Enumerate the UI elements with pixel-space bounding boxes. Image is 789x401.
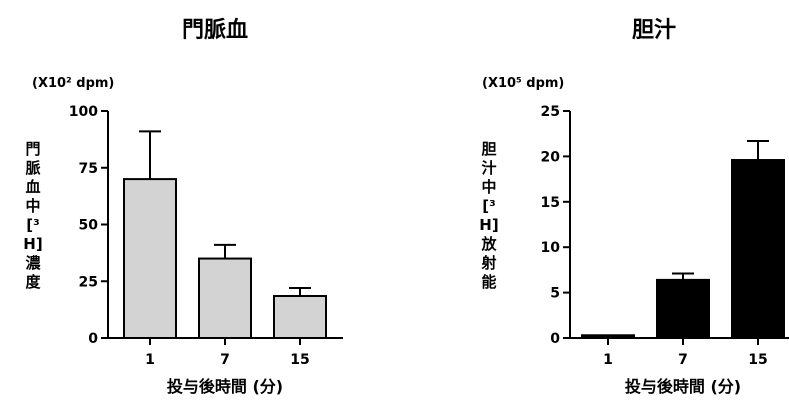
chart1-y-tick-label: 5 <box>550 286 560 302</box>
chart0-bar <box>124 179 176 338</box>
chart0-y-tick-label: 75 <box>79 161 98 177</box>
chart0-y-tick-label: 50 <box>79 218 99 234</box>
chart1-y-tick-label: 10 <box>541 240 561 256</box>
chart1-bar <box>582 335 634 338</box>
chart0-x-axis-label: 投与後時間 (分) <box>167 377 283 396</box>
chart1-bar <box>732 160 784 338</box>
chart1-x-tick-label: 1 <box>603 352 613 368</box>
chart0-x-tick-label: 7 <box>220 352 230 368</box>
chart1-y-tick-label: 20 <box>541 149 561 165</box>
chart1-y-tick-label: 0 <box>550 331 560 347</box>
chart0-x-tick-label: 15 <box>290 352 309 368</box>
chart1-x-tick-label: 7 <box>678 352 688 368</box>
chart1-y-tick-label: 15 <box>541 195 560 211</box>
chart0-x-tick-label: 1 <box>145 352 155 368</box>
chart1-x-axis-label: 投与後時間 (分) <box>625 377 741 396</box>
chart1-y-tick-label: 25 <box>541 104 560 120</box>
chart0-bar <box>199 259 251 338</box>
chart0-bar <box>274 296 326 338</box>
chart0-y-tick-label: 100 <box>69 104 98 120</box>
chart0-y-tick-label: 25 <box>79 274 98 290</box>
chart1-x-tick-label: 15 <box>748 352 767 368</box>
chart0-y-tick-label: 0 <box>88 331 98 347</box>
chart1-bar <box>657 280 709 338</box>
